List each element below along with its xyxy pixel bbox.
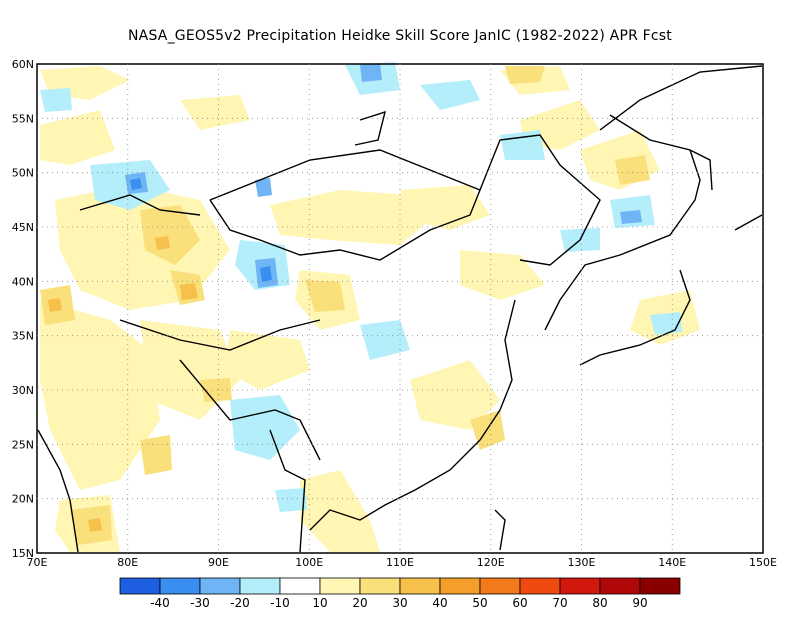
colorbar-swatch (399, 577, 441, 595)
lat-tick-label: 60N (12, 58, 34, 71)
map-title: NASA_GEOS5v2 Precipitation Heidke Skill … (128, 28, 672, 44)
lat-tick-label: 20N (12, 493, 34, 506)
colorbar-label: -20 (230, 596, 250, 610)
lat-tick-label: 40N (12, 275, 34, 288)
colorbar-swatch (599, 577, 641, 595)
colorbar-swatch (639, 577, 681, 595)
lat-tick-label: 15N (12, 547, 34, 560)
colorbar-label: 20 (352, 596, 367, 610)
lon-tick-label: 140E (658, 556, 686, 569)
colorbar-label: 30 (392, 596, 407, 610)
colorbar-label: -10 (270, 596, 290, 610)
lon-tick-label: 80E (117, 556, 138, 569)
lat-tick-label: 55N (12, 112, 34, 125)
lon-tick-label: 90E (208, 556, 229, 569)
colorbar-label: 50 (472, 596, 487, 610)
lat-tick-label: 25N (12, 438, 34, 451)
colorbar-swatch (199, 577, 241, 595)
graticule (37, 64, 763, 553)
colorbar: -40 -30 -20 -10 10 20 30 40 50 60 70 80 90 (119, 577, 681, 610)
colorbar-swatch (159, 577, 201, 595)
lon-tick-label: 100E (295, 556, 323, 569)
colorbar-label: 90 (632, 596, 647, 610)
coastlines (37, 65, 763, 553)
lon-tick-label: 120E (477, 556, 505, 569)
lon-tick-label: 70E (27, 556, 48, 569)
skill-score-shading (40, 62, 700, 552)
lon-tick-label: 110E (386, 556, 414, 569)
lat-tick-label: 35N (12, 330, 34, 343)
colorbar-swatch (519, 577, 561, 595)
lat-tick-label: 30N (12, 384, 34, 397)
colorbar-label: 70 (552, 596, 567, 610)
lon-tick-label: 130E (568, 556, 596, 569)
lon-tick-label: 150E (749, 556, 777, 569)
colorbar-label: -30 (190, 596, 210, 610)
colorbar-swatch (479, 577, 521, 595)
colorbar-label: 10 (312, 596, 327, 610)
colorbar-swatch (439, 577, 481, 595)
colorbar-swatch (559, 577, 601, 595)
lat-tick-label: 45N (12, 221, 34, 234)
colorbar-swatch (359, 577, 401, 595)
colorbar-swatch (239, 577, 281, 595)
colorbar-label: 80 (592, 596, 607, 610)
colorbar-label: 40 (432, 596, 447, 610)
colorbar-swatch (319, 577, 361, 595)
lat-tick-label: 50N (12, 167, 34, 180)
colorbar-swatch (279, 577, 321, 595)
colorbar-swatch (119, 577, 161, 595)
colorbar-label: 60 (512, 596, 527, 610)
colorbar-label: -40 (150, 596, 170, 610)
tick-labels: 70E 80E 90E 100E 110E 120E 130E 140E 150E 60N 55N 5… (12, 58, 777, 569)
